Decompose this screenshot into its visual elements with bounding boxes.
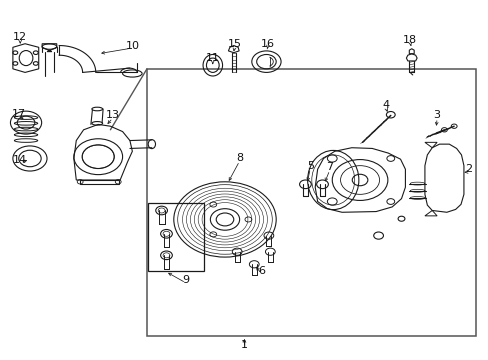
Text: 9: 9: [182, 275, 189, 285]
Text: 10: 10: [125, 41, 139, 50]
Text: 18: 18: [403, 35, 416, 45]
Text: 3: 3: [433, 111, 440, 121]
Text: 2: 2: [464, 164, 471, 174]
Bar: [147, 69, 475, 336]
Text: 6: 6: [258, 266, 264, 276]
Text: 7: 7: [325, 162, 333, 172]
Text: 1: 1: [241, 340, 247, 350]
Text: 17: 17: [12, 109, 26, 119]
Text: 12: 12: [13, 32, 27, 41]
Text: 13: 13: [105, 111, 120, 121]
Text: 16: 16: [261, 39, 274, 49]
Text: 4: 4: [382, 100, 388, 110]
Text: 11: 11: [205, 53, 219, 63]
Text: 15: 15: [227, 39, 241, 49]
Text: 8: 8: [236, 153, 243, 163]
Bar: [148, 203, 203, 271]
Text: 5: 5: [306, 161, 313, 171]
Text: 14: 14: [13, 155, 27, 165]
